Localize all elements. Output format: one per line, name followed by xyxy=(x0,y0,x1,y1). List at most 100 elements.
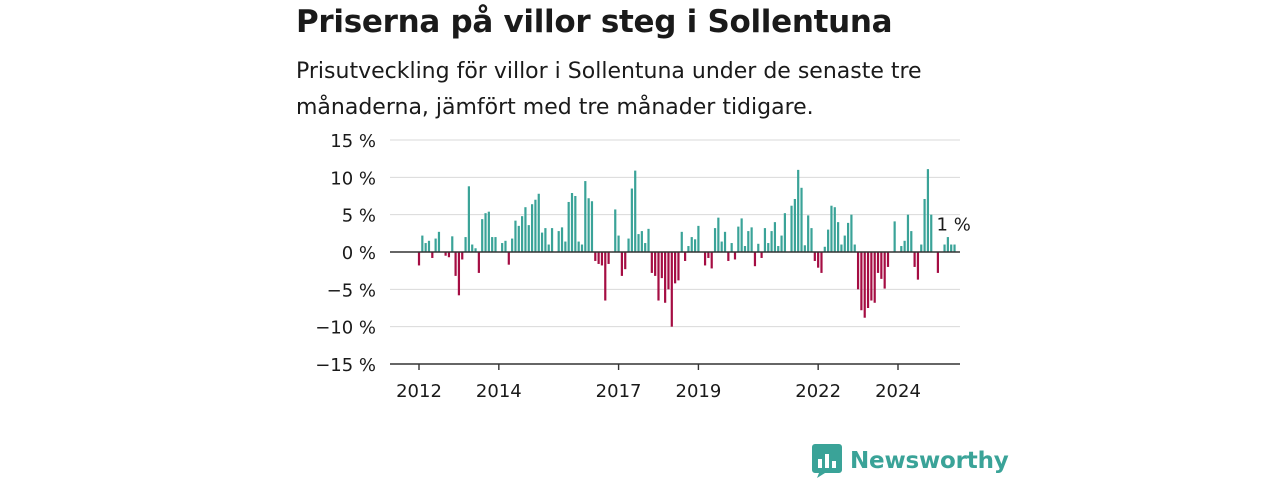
bar xyxy=(474,248,477,252)
bar xyxy=(421,235,424,252)
bar xyxy=(733,252,737,260)
bar xyxy=(517,225,520,252)
newsworthy-logo-icon xyxy=(812,444,842,478)
bar xyxy=(803,245,806,252)
bar xyxy=(930,214,933,252)
annotations: 1 % xyxy=(937,215,971,236)
bar xyxy=(777,246,780,252)
bar xyxy=(437,231,441,252)
bar xyxy=(923,198,926,252)
bar xyxy=(491,237,494,252)
bar xyxy=(723,231,727,252)
bar xyxy=(916,252,920,280)
bar xyxy=(807,215,810,252)
bar xyxy=(557,231,560,252)
bar xyxy=(647,228,650,252)
bar xyxy=(464,237,467,252)
bar xyxy=(537,193,540,252)
bar xyxy=(707,252,710,258)
bar xyxy=(564,241,567,252)
bar xyxy=(950,244,953,252)
bar xyxy=(540,232,544,252)
bar xyxy=(910,231,913,252)
bar xyxy=(580,244,584,252)
bar xyxy=(753,252,757,267)
bar xyxy=(584,181,587,252)
bar xyxy=(511,238,514,252)
bar xyxy=(936,252,939,273)
bar xyxy=(850,214,853,252)
x-tick-label: 2017 xyxy=(596,381,642,402)
bar xyxy=(484,213,487,252)
bar xyxy=(617,235,620,252)
bar xyxy=(920,244,923,252)
bar xyxy=(926,169,930,252)
bar xyxy=(547,244,550,252)
y-tick-label: 5 % xyxy=(342,206,376,227)
bar xyxy=(870,252,873,301)
bar xyxy=(687,246,690,252)
bar xyxy=(471,244,474,252)
x-tick-label: 2024 xyxy=(875,381,921,402)
bar xyxy=(913,252,916,267)
bar xyxy=(654,252,657,276)
bar xyxy=(793,198,796,252)
x-axis: 2012 2014 2017 2019 2022 2024 xyxy=(390,363,960,402)
bar xyxy=(670,252,673,327)
bar xyxy=(657,252,660,301)
bar xyxy=(866,252,870,308)
bar xyxy=(524,207,527,252)
y-tick-label: −10 % xyxy=(315,318,376,339)
bar xyxy=(597,252,600,264)
bar xyxy=(607,252,610,264)
bar xyxy=(514,220,517,252)
bar xyxy=(577,241,580,252)
bar xyxy=(833,207,836,252)
newsworthy-logo-text: Newsworthy xyxy=(850,448,1009,474)
bar xyxy=(827,229,830,252)
bar xyxy=(527,225,530,252)
bar xyxy=(837,222,840,252)
bar xyxy=(560,227,564,252)
bar xyxy=(797,169,800,252)
bar xyxy=(846,222,850,252)
bar xyxy=(790,205,793,252)
bar xyxy=(717,217,720,252)
bar xyxy=(953,244,956,252)
bar xyxy=(763,228,767,252)
bar xyxy=(434,238,437,252)
bar xyxy=(590,201,594,252)
bar xyxy=(946,237,949,252)
bar xyxy=(703,252,707,266)
bar xyxy=(710,252,713,269)
bar xyxy=(903,240,906,252)
bar xyxy=(427,240,431,252)
bar xyxy=(570,193,574,252)
bar xyxy=(900,246,903,252)
x-tick-label: 2022 xyxy=(795,381,841,402)
chart-title: Priserna på villor steg i Sollentuna xyxy=(296,4,893,40)
bar xyxy=(783,213,786,252)
bar xyxy=(424,243,427,252)
bar xyxy=(780,235,783,252)
bar xyxy=(487,211,490,252)
bar xyxy=(873,252,876,303)
bar xyxy=(417,252,421,266)
bar-series xyxy=(390,169,960,327)
bar xyxy=(886,252,890,267)
y-tick-label: −5 % xyxy=(327,280,376,301)
bar xyxy=(481,219,484,252)
bar xyxy=(637,234,640,252)
bar xyxy=(630,188,633,252)
bar xyxy=(750,227,753,252)
bar xyxy=(660,252,663,279)
x-tick-label: 2012 xyxy=(396,381,442,402)
bar xyxy=(634,170,637,252)
chart-subtitle: Prisutveckling för villor i Sollentuna u… xyxy=(296,59,922,120)
bar xyxy=(840,244,843,252)
bar xyxy=(494,237,497,252)
bar xyxy=(587,198,590,252)
x-tick-label: 2014 xyxy=(476,381,522,402)
bar xyxy=(454,252,457,276)
bar xyxy=(574,196,577,252)
